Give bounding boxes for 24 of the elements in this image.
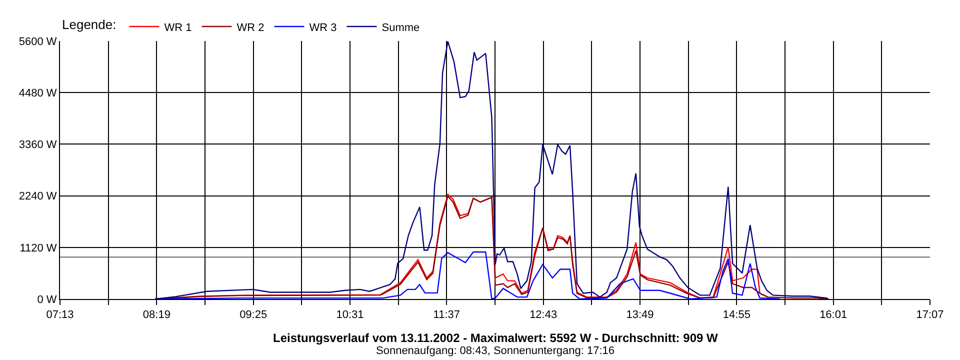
- y-tick-label: 5600 W: [18, 36, 58, 48]
- legend-label: WR 2: [236, 22, 264, 34]
- y-tick-label: 0 W: [37, 294, 58, 306]
- legend-label: Summe: [382, 22, 420, 34]
- legend-title: Legende:: [62, 16, 116, 32]
- x-tick-label: 08:19: [142, 309, 170, 322]
- y-tick-label: 2240 W: [18, 190, 58, 203]
- x-tick-label: 14:55: [722, 309, 750, 322]
- text: Sonnenaufgang: 08:43, Sonnenuntergang: 17:16: [376, 345, 615, 357]
- x-tick-label: 09:25: [240, 309, 268, 322]
- line-series: [154, 41, 829, 299]
- legend-label: WR 3: [309, 22, 337, 34]
- x-tick-label: 17:07: [916, 309, 944, 322]
- x-tick-label: 13:49: [626, 309, 654, 322]
- legend-label: WR 1: [164, 22, 192, 34]
- x-tick-label: 16:01: [820, 309, 848, 322]
- x-tick-label: 10:31: [336, 309, 364, 322]
- y-tick-label: 1120 W: [20, 242, 58, 254]
- x-tick-label: 07:13: [46, 309, 74, 322]
- y-tick-label: 4480 W: [18, 87, 58, 100]
- text: Leistungsverlauf vom 13.11.2002 - Maximalwert: 5592 W - Durchschnitt: 909 W: [273, 331, 718, 345]
- y-tick-label: 3360 W: [18, 139, 58, 152]
- x-tick-label: 11:37: [433, 309, 460, 322]
- x-tick-label: 12:43: [530, 309, 558, 322]
